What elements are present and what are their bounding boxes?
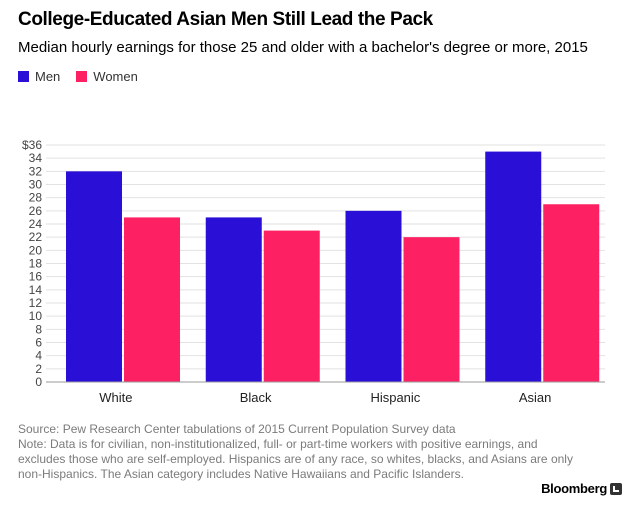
legend: Men Women xyxy=(18,67,154,85)
bar-women-white xyxy=(124,217,180,382)
legend-label-men: Men xyxy=(35,68,61,84)
y-tick-label: 20 xyxy=(29,243,43,257)
footnote: Source: Pew Research Center tabulations … xyxy=(18,422,578,482)
y-tick-label: 32 xyxy=(29,164,43,178)
y-tick-label: 10 xyxy=(29,309,43,323)
bar-men-asian xyxy=(485,151,542,382)
y-tick-label: 26 xyxy=(29,204,43,218)
y-tick-label: 4 xyxy=(35,349,42,363)
x-category-label: Black xyxy=(240,390,272,405)
bar-women-black xyxy=(263,230,320,382)
legend-item-men: Men xyxy=(18,69,60,84)
y-tick-label: 16 xyxy=(29,270,43,284)
bar-men-black xyxy=(205,217,262,382)
legend-swatch-men xyxy=(18,70,29,82)
bar-women-asian xyxy=(543,204,600,382)
y-tick-label: 30 xyxy=(29,178,43,192)
y-tick-label: 24 xyxy=(29,217,43,231)
source-note: Source: Pew Research Center tabulations … xyxy=(18,422,456,436)
y-tick-label: 22 xyxy=(29,230,43,244)
legend-swatch-women xyxy=(76,70,88,82)
y-tick-label: 34 xyxy=(29,151,43,165)
y-tick-label: 14 xyxy=(29,283,43,297)
chart-subtitle: Median hourly earnings for those 25 and … xyxy=(18,39,588,56)
y-tick-label: 8 xyxy=(35,322,42,336)
bloomberg-mark-icon xyxy=(610,482,622,495)
x-category-label: Hispanic xyxy=(370,390,420,405)
data-note: Note: Data is for civilian, non-institut… xyxy=(18,437,573,481)
legend-label-women: Women xyxy=(93,68,138,84)
y-tick-label: 18 xyxy=(29,257,43,271)
y-tick-label: 28 xyxy=(29,191,43,205)
bloomberg-logo: Bloomberg xyxy=(541,481,622,496)
y-tick-label: 2 xyxy=(35,362,42,376)
y-tick-label: $36 xyxy=(22,138,42,152)
chart-title: College-Educated Asian Men Still Lead th… xyxy=(18,9,433,30)
bar-men-hispanic xyxy=(345,210,402,382)
x-category-label: White xyxy=(99,390,132,405)
bar-men-white xyxy=(66,171,122,382)
brand-name: Bloomberg xyxy=(541,481,607,496)
bar-women-hispanic xyxy=(403,237,460,382)
y-tick-label: 6 xyxy=(35,336,42,350)
y-tick-label: 12 xyxy=(29,296,43,310)
x-category-label: Asian xyxy=(519,390,552,405)
y-tick-label: 0 xyxy=(35,375,42,389)
legend-item-women: Women xyxy=(76,69,138,84)
